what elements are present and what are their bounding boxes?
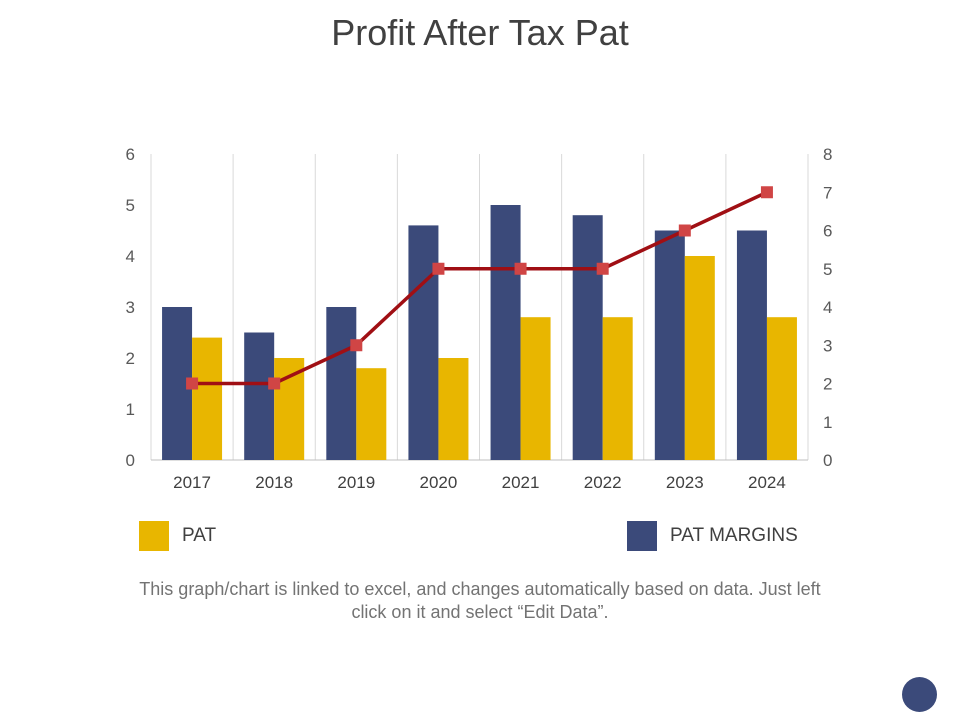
x-tick-label: 2021: [502, 473, 540, 492]
legend-swatch-pat-margins: [627, 521, 657, 551]
y-right-tick-label: 0: [823, 451, 832, 470]
line-marker: [186, 377, 199, 390]
y-left-tick-label: 4: [126, 247, 135, 266]
legend-item-pat: PAT: [139, 521, 216, 551]
x-tick-label: 2017: [173, 473, 211, 492]
chart-caption: This graph/chart is linked to excel, and…: [139, 579, 821, 622]
y-right-tick-label: 1: [823, 413, 832, 432]
y-left-tick-label: 0: [126, 451, 135, 470]
bar-pat: [438, 358, 469, 460]
bar-pat-margins: [244, 332, 275, 460]
slide-corner-dot: [902, 677, 937, 712]
y-right-tick-label: 2: [823, 375, 832, 394]
y-left-tick-label: 2: [126, 349, 135, 368]
y-right-tick-label: 8: [823, 145, 832, 164]
line-marker: [432, 262, 445, 275]
legend-label-pat-margins: PAT MARGINS: [670, 525, 798, 546]
bar-pat: [520, 317, 551, 460]
bar-pat-margins: [572, 215, 603, 460]
y-right-tick-label: 5: [823, 260, 832, 279]
bar-pat: [356, 368, 387, 460]
line-marker: [268, 377, 281, 390]
legend-item-pat-margins: PAT MARGINS: [627, 521, 798, 551]
x-tick-label: 2018: [255, 473, 293, 492]
line-marker: [596, 262, 609, 275]
y-right-tick-label: 6: [823, 222, 832, 241]
bar-pat-margins: [654, 230, 685, 460]
bar-pat: [602, 317, 633, 460]
line-marker: [514, 262, 527, 275]
bar-pat-margins: [326, 307, 357, 460]
bar-pat: [766, 317, 797, 460]
y-left-tick-label: 6: [126, 145, 135, 164]
x-tick-label: 2019: [337, 473, 375, 492]
legend-label-pat: PAT: [182, 525, 217, 546]
y-left-tick-label: 3: [126, 298, 135, 317]
y-right-tick-label: 7: [823, 183, 832, 202]
line-marker: [678, 224, 691, 237]
y-right-tick-label: 4: [823, 298, 832, 317]
bar-pat: [684, 256, 715, 460]
line-marker: [350, 339, 363, 352]
bar-pat-margins: [736, 230, 767, 460]
x-tick-label: 2024: [748, 473, 786, 492]
line-series: [192, 190, 768, 386]
chart-title: Profit After Tax Pat: [331, 12, 629, 53]
y-left-tick-label: 1: [126, 400, 135, 419]
y-right-tick-label: 3: [823, 336, 832, 355]
bar-pat-margins: [490, 205, 521, 460]
bar-pat: [192, 337, 223, 460]
x-tick-label: 2020: [420, 473, 458, 492]
x-tick-label: 2022: [584, 473, 622, 492]
y-left-tick-label: 5: [126, 196, 135, 215]
legend-swatch-pat: [139, 521, 169, 551]
line-marker: [760, 186, 773, 199]
bar-pat-margins: [408, 225, 439, 460]
x-tick-label: 2023: [666, 473, 704, 492]
